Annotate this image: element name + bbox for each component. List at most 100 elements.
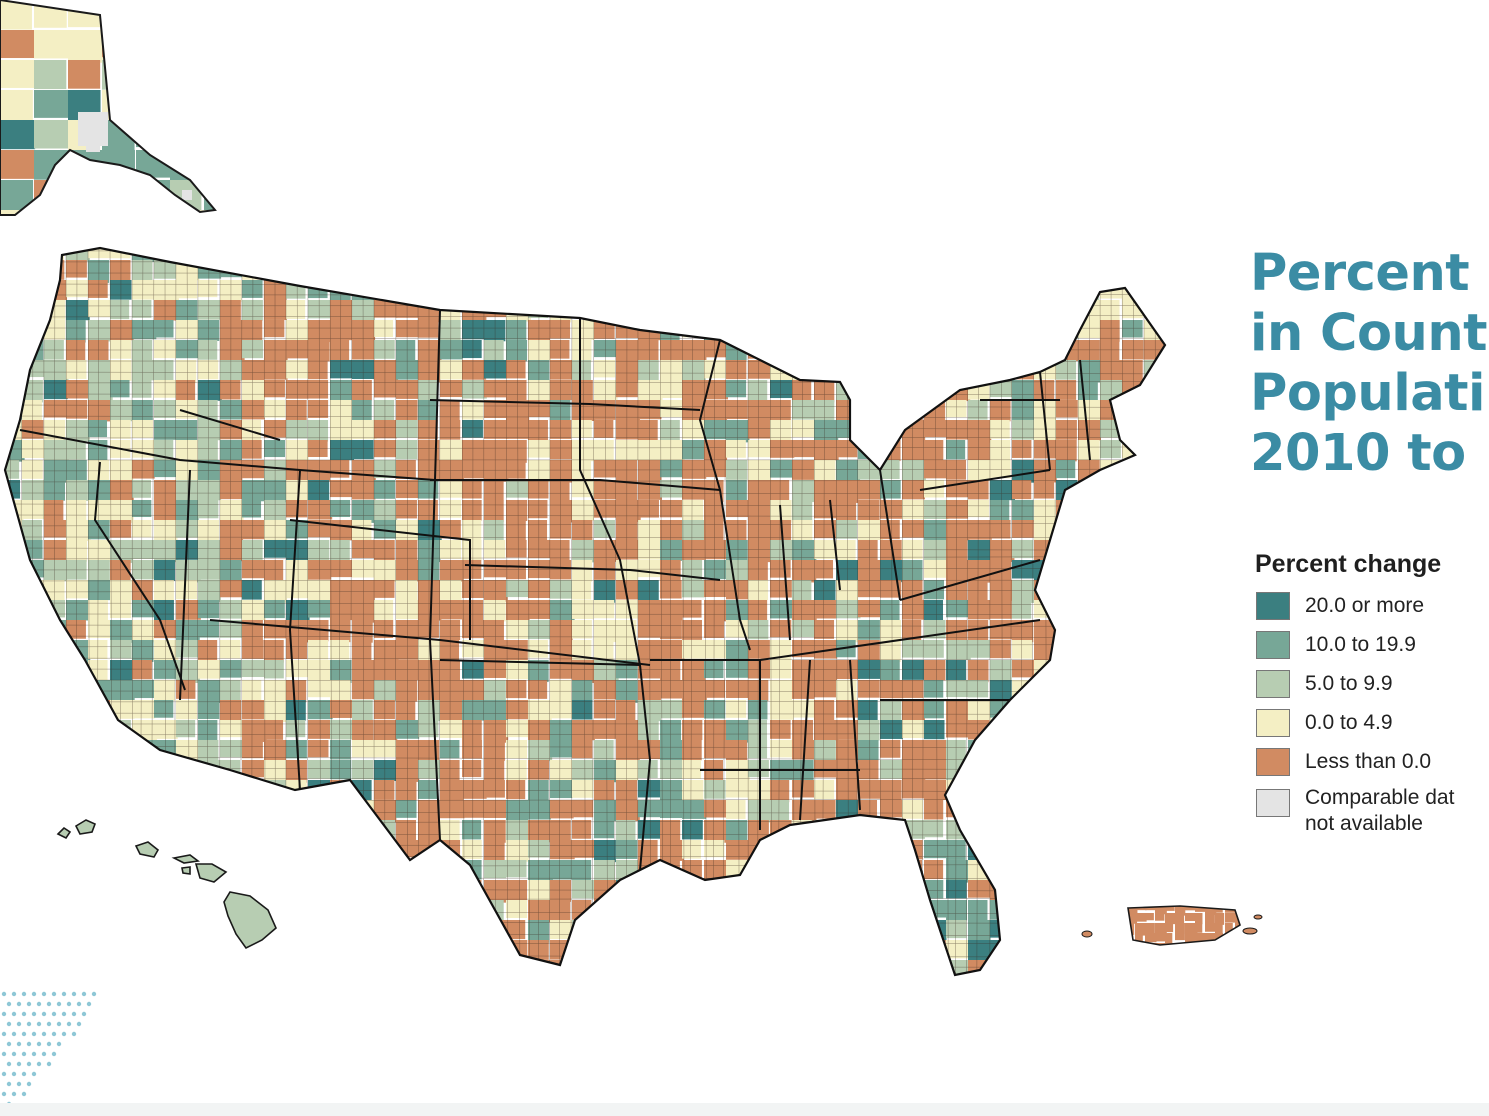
county-cell xyxy=(374,920,397,938)
county-cell xyxy=(836,700,858,718)
county-cell xyxy=(902,280,927,299)
county-cell xyxy=(5,460,20,479)
county-cell xyxy=(286,900,307,921)
county-cell xyxy=(682,940,707,962)
county-cell xyxy=(1078,520,1103,539)
county-cell xyxy=(484,500,504,523)
county-cell xyxy=(1144,300,1165,318)
county-cell xyxy=(968,760,988,778)
county-cell xyxy=(396,260,421,278)
county-cell xyxy=(308,940,328,963)
county-cell xyxy=(594,800,618,822)
county-cell xyxy=(572,300,596,319)
county-cell xyxy=(176,400,198,419)
county-cell xyxy=(1100,720,1122,740)
decorative-dot xyxy=(66,1021,72,1027)
county-cell xyxy=(858,280,878,301)
county-cell xyxy=(792,920,817,940)
county-cell xyxy=(198,480,222,501)
county-cell xyxy=(990,540,1015,562)
county-cell xyxy=(374,720,398,743)
puerto-rico xyxy=(1081,905,1263,946)
county-cell xyxy=(154,660,178,679)
county-cell xyxy=(22,300,44,320)
county-cell xyxy=(616,620,637,642)
county-cell xyxy=(924,940,946,961)
county-cell xyxy=(1144,420,1165,443)
county-cell xyxy=(704,520,724,541)
county-cell xyxy=(286,660,310,678)
state-border xyxy=(464,564,721,581)
county-cell xyxy=(550,260,574,278)
decorative-dot xyxy=(16,1061,22,1067)
county-cell xyxy=(858,400,878,421)
county-cell xyxy=(440,340,463,360)
county-line xyxy=(5,644,1165,648)
county-cell xyxy=(462,500,482,521)
county-line xyxy=(5,250,1165,252)
county-cell xyxy=(506,840,530,862)
county-cell xyxy=(5,760,25,782)
county-cell xyxy=(154,280,179,302)
state-border xyxy=(179,469,191,701)
county-line xyxy=(5,668,1165,671)
county-cell xyxy=(308,400,329,418)
county-cell xyxy=(858,680,880,698)
county-cell xyxy=(792,940,814,961)
county-cell xyxy=(990,880,1012,901)
county-cell xyxy=(34,90,70,118)
county-cell xyxy=(374,740,398,758)
county-cell xyxy=(308,420,329,442)
county-cell xyxy=(286,800,311,820)
county-cell xyxy=(660,340,685,363)
county-cell xyxy=(110,760,130,783)
county-cell xyxy=(88,880,111,903)
county-cell xyxy=(418,248,443,260)
county-cell xyxy=(5,660,24,682)
county-cell xyxy=(990,420,1010,439)
county-cell xyxy=(1166,660,1186,680)
county-cell xyxy=(1205,923,1216,932)
county-cell xyxy=(154,360,174,383)
county-cell xyxy=(638,460,662,482)
county-cell xyxy=(660,860,680,880)
county-cell xyxy=(220,400,243,420)
county-cell xyxy=(352,920,373,942)
county-cell xyxy=(22,740,47,758)
county-cell xyxy=(902,620,922,642)
county-cell xyxy=(170,120,205,148)
county-cell xyxy=(572,700,593,720)
county-cell xyxy=(572,260,593,282)
county-cell xyxy=(1122,840,1144,862)
county-cell xyxy=(66,920,87,942)
county-cell xyxy=(1056,520,1077,540)
state-border xyxy=(289,519,471,640)
legend-label: Comparable dat not available xyxy=(1305,785,1454,837)
county-cell xyxy=(440,640,460,662)
county-cell xyxy=(946,280,966,302)
county-cell xyxy=(198,380,222,401)
county-cell xyxy=(242,248,263,260)
county-cell xyxy=(1185,933,1196,945)
county-cell xyxy=(286,880,310,901)
county-cell xyxy=(616,700,636,723)
county-cell xyxy=(1205,933,1216,941)
county-cell xyxy=(1144,260,1165,281)
county-cell xyxy=(1166,240,1187,258)
county-cell xyxy=(792,440,815,458)
county-cell xyxy=(132,480,152,498)
decorative-dot xyxy=(1,1051,7,1057)
county-cell xyxy=(990,520,1011,539)
county-cell xyxy=(968,440,990,462)
county-cell xyxy=(198,460,220,481)
county-cell xyxy=(836,780,858,801)
county-cell xyxy=(682,380,705,403)
county-cell xyxy=(88,740,111,763)
county-cell xyxy=(88,580,112,601)
county-cell xyxy=(418,600,442,621)
county-cell xyxy=(638,940,658,959)
county-cell xyxy=(550,800,574,819)
county-cell xyxy=(704,400,728,421)
decorative-dot xyxy=(11,1071,17,1077)
county-cell xyxy=(132,720,157,741)
